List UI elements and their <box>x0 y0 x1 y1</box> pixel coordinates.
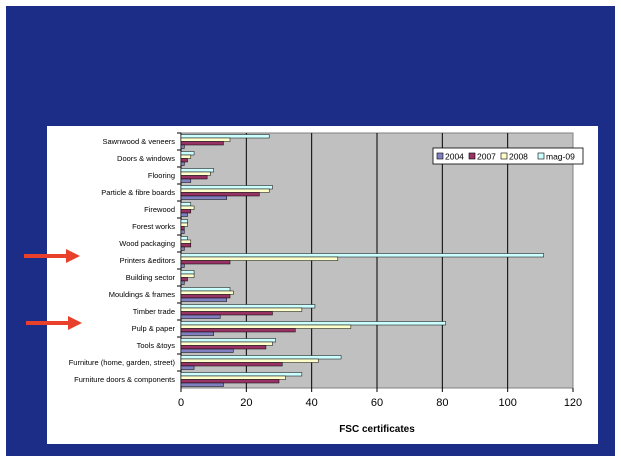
x-tick-label: 100 <box>498 397 516 409</box>
bar <box>180 372 303 377</box>
legend-label: mag-09 <box>546 152 575 162</box>
x-tick-label: 20 <box>240 397 252 409</box>
chart-panel: 0 20 40 60 80 100 120 Sawnwood & veneers Doors &… <box>47 126 598 444</box>
legend-swatch <box>436 152 444 160</box>
x-tick-label: 40 <box>306 397 318 409</box>
bar <box>180 171 211 176</box>
bar <box>180 134 270 139</box>
bar <box>180 324 352 329</box>
bar <box>180 270 195 275</box>
bar <box>180 236 188 241</box>
bar <box>180 331 214 336</box>
y-tick-label: Furniture (home, garden, street) <box>69 358 176 367</box>
bar <box>180 314 221 319</box>
bar <box>180 154 192 159</box>
bar <box>180 205 195 210</box>
bar <box>180 328 296 333</box>
bar <box>180 175 208 180</box>
bar <box>180 263 185 268</box>
bar <box>180 375 286 380</box>
bar <box>180 294 231 299</box>
bar <box>180 355 342 360</box>
x-tick-label: 60 <box>371 397 383 409</box>
bar <box>180 256 339 261</box>
bar <box>180 192 260 197</box>
bar <box>180 239 192 244</box>
bar <box>180 304 316 309</box>
bar <box>180 243 192 248</box>
bar <box>180 321 446 326</box>
bar <box>180 226 185 231</box>
bar <box>180 362 283 367</box>
y-tick-label: Furniture doors & components <box>74 375 175 384</box>
bar <box>180 338 276 343</box>
bar <box>180 246 185 251</box>
bar <box>180 297 227 302</box>
y-tick-label: Flooring <box>148 171 175 180</box>
bar <box>180 273 195 278</box>
bar <box>180 168 214 173</box>
x-axis-label: FSC certificates <box>339 424 415 435</box>
arrow-pulp-paper <box>26 316 82 330</box>
bar <box>180 212 188 217</box>
y-tick-label: Particle & fibre boards <box>101 188 175 197</box>
bar <box>180 144 185 149</box>
y-tick-label: Doors & windows <box>117 154 175 163</box>
bar <box>180 222 188 227</box>
bar <box>180 348 234 353</box>
bar <box>180 341 273 346</box>
bar <box>180 219 188 224</box>
y-tick-label: Sawnwood & veneers <box>102 137 175 146</box>
bar <box>180 379 280 384</box>
y-tick-label: Tools &toys <box>137 341 176 350</box>
bar <box>180 345 267 350</box>
y-tick-label: Building sector <box>126 273 176 282</box>
bar-chart: 0 20 40 60 80 100 120 Sawnwood & veneers Doors &… <box>69 132 584 435</box>
bar <box>180 137 231 142</box>
bar <box>180 195 227 200</box>
bar <box>180 260 231 265</box>
legend-label: 2007 <box>477 152 496 162</box>
bar <box>180 280 185 285</box>
bar <box>180 358 319 363</box>
bar <box>180 277 188 282</box>
legend-label: 2004 <box>445 152 464 162</box>
bar <box>180 188 270 193</box>
y-tick-label: Printers &editors <box>120 256 176 265</box>
bar <box>180 158 188 163</box>
bar <box>180 311 273 316</box>
bar <box>180 178 192 183</box>
bar <box>180 365 195 370</box>
bar <box>180 290 234 295</box>
bar <box>180 185 273 190</box>
bar <box>180 287 231 292</box>
bar <box>180 209 192 214</box>
x-tick-label: 0 <box>178 397 184 409</box>
legend-swatch <box>500 152 508 160</box>
bar <box>180 141 224 146</box>
bar <box>180 382 224 387</box>
y-tick-label: Wood packaging <box>119 239 175 248</box>
bar <box>180 307 303 312</box>
y-tick-label: Firewood <box>144 205 175 214</box>
legend <box>432 147 584 165</box>
slide-background: 0 20 40 60 80 100 120 Sawnwood & veneers Doors &… <box>6 6 615 456</box>
y-tick-label: Timber trade <box>133 307 175 316</box>
legend-swatch <box>537 152 545 160</box>
y-tick-label: Forest works <box>132 222 175 231</box>
y-tick-label: Mouldings & frames <box>109 290 176 299</box>
x-tick-label: 80 <box>436 397 448 409</box>
bar <box>180 253 544 258</box>
bar <box>180 202 192 207</box>
legend-swatch <box>468 152 476 160</box>
x-tick-label: 120 <box>564 397 582 409</box>
bar <box>180 151 195 156</box>
arrow-printers-editors <box>24 249 80 263</box>
bar <box>180 229 185 234</box>
y-tick-label: Pulp & paper <box>132 324 176 333</box>
bar <box>180 161 185 166</box>
legend-label: 2008 <box>509 152 528 162</box>
